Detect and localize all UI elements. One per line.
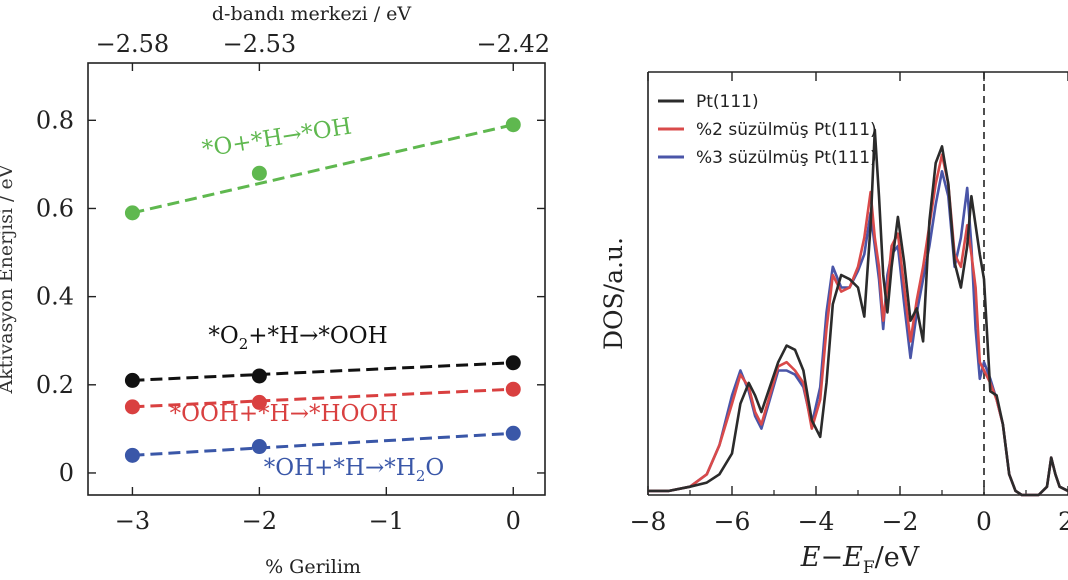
right-x-tick-label: −2 (882, 507, 919, 536)
legend-label: %3 süzülmüş Pt(111) (696, 148, 877, 168)
top-x-tick-label: −2.42 (476, 30, 550, 58)
left-y-tick-label: 0.6 (36, 194, 74, 222)
left-y-tick-label: 0 (59, 459, 74, 487)
left-y-tick-label: 0.8 (36, 106, 74, 134)
series-label-part: *OH+*H→*H (264, 455, 416, 481)
series-label: *OOH+*H→*HOOH (170, 401, 399, 427)
right-x-tick-label: −8 (630, 507, 667, 536)
series-o2-h-ooh: *O2+*H→*OOH (124, 323, 521, 388)
dos-curve-pt-111 (648, 128, 1068, 497)
right-x-tick-label: 2 (1058, 507, 1068, 536)
series-o-h-oh: *O+*H→*OH (124, 113, 521, 221)
left-chart-activation-energy: −3 −2 −1 0 −2.58 −2.53 −2.42 0 0.2 0.4 0.6 0.8 d-ban… (0, 3, 550, 578)
top-x-tick-label: −2.53 (223, 30, 297, 58)
right-x-tick-label: −6 (714, 507, 751, 536)
series-label: *O+*H→*OH (200, 113, 353, 162)
series-label: *OH+*H→*H2O (264, 455, 444, 485)
data-point (124, 205, 140, 221)
legend-label: Pt(111) (696, 92, 759, 112)
series-trend-line (132, 387, 514, 409)
series-label-part: +*H→*OOH (248, 323, 387, 349)
series-ooh-h-hooh: *OOH+*H→*HOOH (124, 381, 521, 427)
right-x-tick-label: 0 (976, 507, 992, 536)
x-axis-label-part: /eV (875, 542, 920, 573)
series-label-part: 2 (416, 467, 426, 485)
legend-label: %2 süzülmüş Pt(111) (696, 120, 877, 140)
series-trend-line (132, 431, 514, 457)
left-x-tick-label: −2 (242, 507, 277, 535)
x-axis-label-part: E (800, 542, 821, 573)
left-x-axis-label: % Gerilim (265, 556, 361, 578)
data-point (251, 394, 267, 410)
data-point (124, 399, 140, 415)
data-point (124, 447, 140, 463)
left-x-tick-label: −1 (369, 507, 404, 535)
right-y-axis-label: DOS/a.u. (599, 237, 628, 350)
data-point (505, 381, 521, 397)
data-point (251, 368, 267, 384)
data-point (505, 355, 521, 371)
data-point (505, 117, 521, 133)
series-trend-line (132, 123, 514, 215)
series-trend-line (132, 361, 514, 382)
top-x-tick-label: −2.58 (96, 30, 170, 58)
data-point (251, 439, 267, 455)
top-axis-label: d-bandı merkezi / eV (212, 3, 412, 25)
series-label-part: O (425, 455, 444, 481)
x-axis-label-part: F (863, 558, 875, 578)
right-x-axis-label: E−EF/eV (800, 542, 920, 578)
series-label-part: *O (208, 323, 238, 349)
right-x-tick-label: −4 (798, 507, 835, 536)
x-axis-label-part: E (842, 542, 863, 573)
left-y-axis-label: Aktivasyon Enerjisi / eV (0, 164, 17, 394)
series-label: *O2+*H→*OOH (208, 323, 387, 353)
left-y-tick-label: 0.2 (36, 371, 74, 399)
series-label-part: *O+*H→*OH (200, 113, 353, 162)
left-x-tick-label: 0 (506, 507, 521, 535)
series-label-part: *OOH+*H→*HOOH (170, 401, 399, 427)
left-x-tick-label: −3 (115, 507, 150, 535)
left-plot-frame (87, 62, 546, 496)
legend: Pt(111) %2 süzülmüş Pt(111) %3 süzülmüş Pt… (658, 92, 877, 168)
left-y-tick-label: 0.4 (36, 283, 74, 311)
series-label-part: 2 (239, 335, 249, 353)
right-chart-dos: −8 −6 −4 −2 0 2 Pt(111) %2 süzülmüş Pt(111) %3 s… (599, 71, 1068, 578)
data-point (124, 372, 140, 388)
data-point (251, 165, 267, 181)
x-axis-label-part: − (821, 542, 844, 573)
data-point (505, 425, 521, 441)
series-oh-h-h2o: *OH+*H→*H2O (124, 425, 521, 485)
